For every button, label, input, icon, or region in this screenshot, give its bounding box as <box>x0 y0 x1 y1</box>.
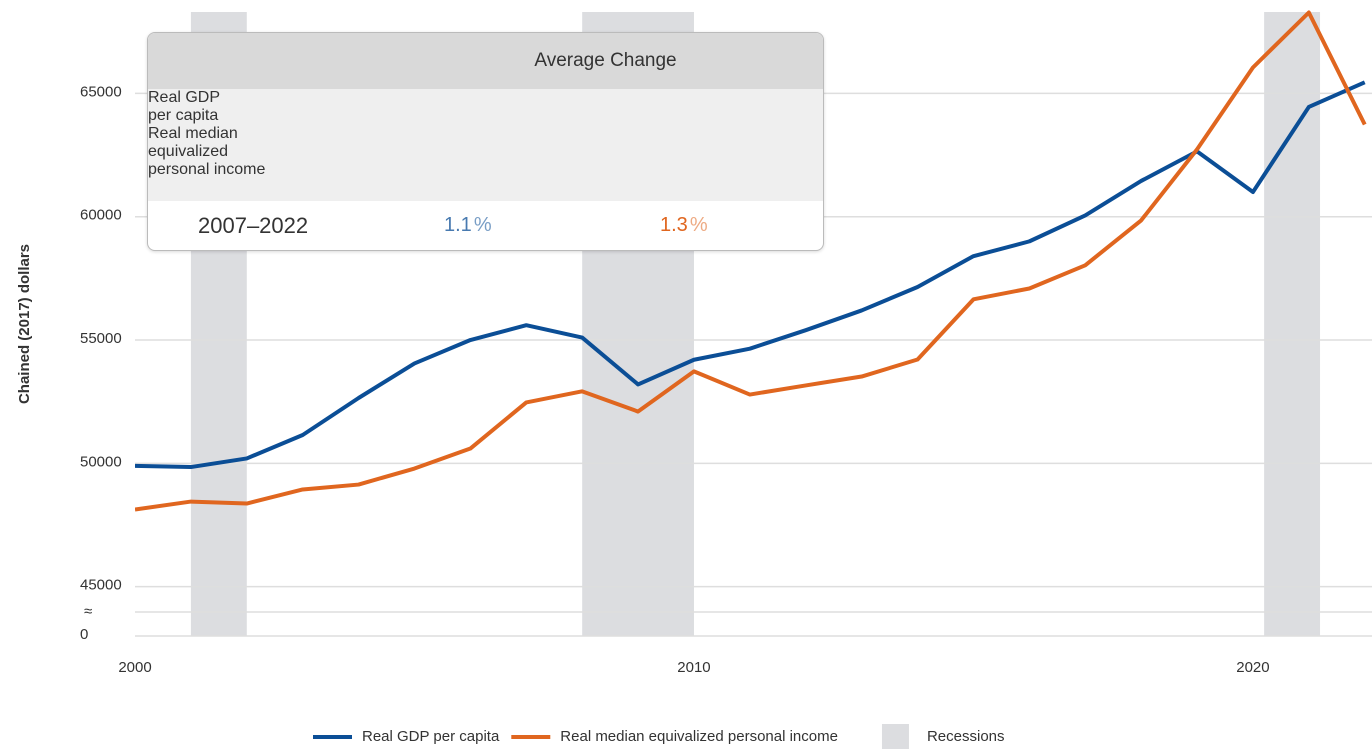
x-tick-label: 2020 <box>1236 659 1269 676</box>
legend-label: Real median equivalized personal income <box>560 728 838 745</box>
y-axis-label: Chained (2017) dollars <box>16 244 33 404</box>
series <box>135 80 1366 470</box>
table-column-headers: Real GDP per capita Real median equivalized… <box>148 89 823 201</box>
header-line: Real median <box>148 125 238 142</box>
legend-label: Recessions <box>927 728 1005 745</box>
table-column-header: Real median equivalized personal income <box>148 125 823 179</box>
cell-unit: % <box>689 214 708 236</box>
x-tick-label: 2010 <box>677 659 710 676</box>
legend-swatch <box>881 724 909 750</box>
cell-unit: % <box>473 214 492 236</box>
x-tick-label: 2000 <box>118 659 151 676</box>
y-tick-label: 50000 <box>80 453 122 470</box>
y-tick-label: 60000 <box>80 207 122 224</box>
table-title: Average Change <box>148 33 823 89</box>
legend-label: Real GDP per capita <box>362 728 500 745</box>
series <box>135 10 1367 512</box>
cell-value: 1.1 <box>444 214 472 236</box>
data-line <box>135 80 1366 470</box>
header-line: personal income <box>148 161 266 178</box>
table-column-header: Real GDP per capita <box>148 89 823 125</box>
average-change-table: Average Change Real GDP per capita Real me… <box>147 32 824 251</box>
recessions <box>190 12 1321 636</box>
header-line: equivalized <box>148 143 229 160</box>
y-tick-label: 45000 <box>80 577 122 594</box>
data-line <box>135 10 1367 512</box>
y-tick-label: 55000 <box>80 330 122 347</box>
recession-band <box>1264 12 1321 636</box>
y-tick-label: 0 <box>80 626 88 643</box>
cell-value: 1.3 <box>660 214 688 236</box>
table-period: 2007–2022 <box>198 213 309 238</box>
table-cell: 1.3% <box>660 201 708 250</box>
header-line: Real GDP <box>148 89 221 106</box>
header-line: per capita <box>148 107 219 124</box>
table-row: 2007–2022 1.1% 1.3% <box>148 201 823 250</box>
y-tick-label: 65000 <box>80 83 122 100</box>
axis-break: ≈ <box>84 603 92 620</box>
table-cell: 1.1% <box>444 201 492 250</box>
